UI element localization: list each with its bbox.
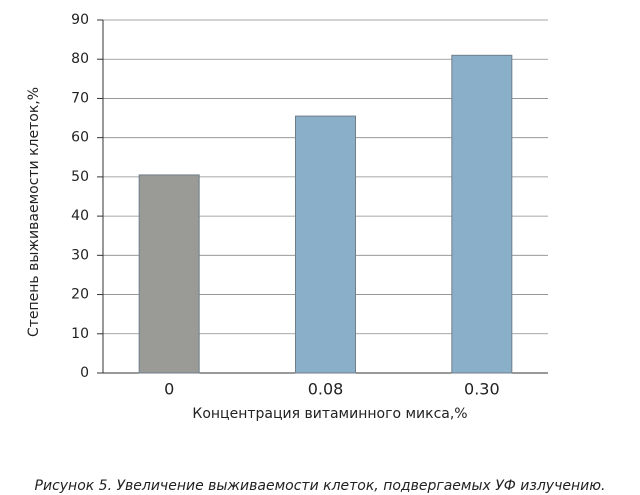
x-tick-label: 0.30 xyxy=(464,380,500,399)
x-tick-label: 0.08 xyxy=(308,380,344,399)
y-tick-label: 80 xyxy=(71,51,89,67)
y-tick-label: 50 xyxy=(71,169,89,185)
y-tick-label: 70 xyxy=(71,90,89,106)
y-tick-label: 60 xyxy=(71,130,89,146)
bar xyxy=(451,54,513,374)
y-tick-label: 30 xyxy=(71,247,89,263)
bar xyxy=(295,115,356,374)
y-tick-label: 0 xyxy=(80,365,89,381)
y-tick-label: 10 xyxy=(71,326,89,342)
y-tick-label: 20 xyxy=(71,287,89,303)
bar xyxy=(138,174,200,374)
y-tick-label: 90 xyxy=(71,12,89,28)
x-tick-label: 0 xyxy=(164,380,174,399)
y-tick-label: 40 xyxy=(71,208,89,224)
y-axis-label: Степень выживаемости клеток,% xyxy=(26,87,42,337)
caption: Рисунок 5. Увеличение выживаемости клето… xyxy=(35,478,606,494)
x-axis-label: Концентрация витаминного микса,% xyxy=(192,406,467,422)
